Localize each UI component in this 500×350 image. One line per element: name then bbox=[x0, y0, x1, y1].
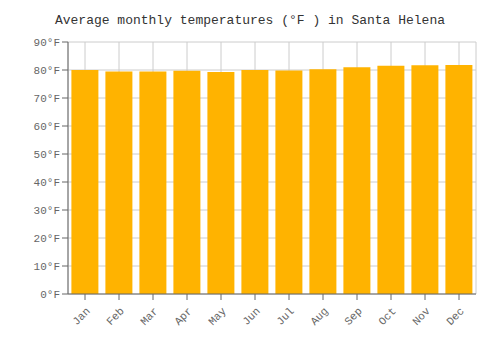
svg-text:70°F: 70°F bbox=[34, 93, 60, 105]
svg-text:60°F: 60°F bbox=[34, 121, 60, 133]
svg-text:May: May bbox=[206, 305, 229, 328]
html-text:Average monthly temperatures (: Average monthly temperatures (°F ) in Sa… bbox=[55, 13, 445, 28]
svg-text:Apr: Apr bbox=[172, 305, 194, 327]
svg-text:90°F: 90°F bbox=[34, 37, 60, 49]
svg-text:40°F: 40°F bbox=[34, 177, 60, 189]
svg-text:Nov: Nov bbox=[410, 305, 433, 328]
svg-text:Dec: Dec bbox=[444, 305, 466, 327]
svg-text:Jul: Jul bbox=[274, 305, 296, 327]
svg-text:30°F: 30°F bbox=[34, 205, 60, 217]
svg-text:Oct: Oct bbox=[376, 305, 398, 327]
svg-text:50°F: 50°F bbox=[34, 149, 60, 161]
svg-text:10°F: 10°F bbox=[34, 261, 60, 273]
svg-text:20°F: 20°F bbox=[34, 233, 60, 245]
svg-text:Feb: Feb bbox=[104, 305, 126, 327]
svg-text:0°F: 0°F bbox=[40, 289, 60, 301]
svg-text:Sep: Sep bbox=[342, 305, 364, 327]
svg-text:Mar: Mar bbox=[138, 305, 160, 327]
svg-text:Jan: Jan bbox=[70, 305, 92, 327]
svg-text:80°F: 80°F bbox=[34, 65, 60, 77]
svg-text:Jun: Jun bbox=[240, 305, 262, 327]
svg-text:Aug: Aug bbox=[308, 305, 330, 327]
